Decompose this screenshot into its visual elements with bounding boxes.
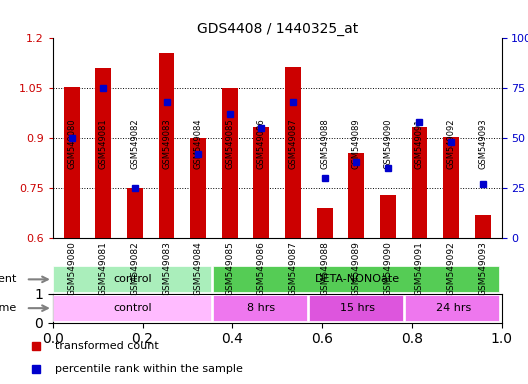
Text: GSM549082: GSM549082 — [130, 241, 139, 296]
Text: GSM549090: GSM549090 — [383, 241, 392, 296]
Text: DETA-NONOate: DETA-NONOate — [315, 274, 400, 285]
Text: GSM549092: GSM549092 — [447, 241, 456, 296]
Bar — [411, 127, 427, 238]
Text: GSM549081: GSM549081 — [99, 241, 108, 296]
Text: 8 hrs: 8 hrs — [247, 303, 275, 313]
Text: 24 hrs: 24 hrs — [436, 303, 471, 313]
FancyBboxPatch shape — [53, 295, 211, 321]
Text: GSM549088: GSM549088 — [320, 119, 329, 169]
Bar — [222, 88, 238, 238]
Text: 15 hrs: 15 hrs — [340, 303, 375, 313]
Bar — [475, 215, 491, 238]
Text: GSM549093: GSM549093 — [478, 241, 487, 296]
Text: GSM549085: GSM549085 — [225, 119, 234, 169]
Text: control: control — [114, 274, 152, 285]
Title: GDS4408 / 1440325_at: GDS4408 / 1440325_at — [196, 22, 358, 36]
Bar — [285, 67, 301, 238]
Text: GSM549083: GSM549083 — [162, 241, 171, 296]
Text: GSM549090: GSM549090 — [383, 119, 392, 169]
Text: GSM549085: GSM549085 — [225, 241, 234, 296]
Bar — [253, 127, 269, 238]
Text: GSM549091: GSM549091 — [415, 119, 424, 169]
Bar — [348, 153, 364, 238]
Text: GSM549081: GSM549081 — [99, 119, 108, 169]
Text: GSM549083: GSM549083 — [162, 119, 171, 169]
Text: GSM549084: GSM549084 — [194, 119, 203, 169]
Text: GSM549089: GSM549089 — [352, 119, 361, 169]
Bar — [190, 138, 206, 238]
Text: transformed count: transformed count — [55, 341, 158, 351]
Text: GSM549082: GSM549082 — [130, 119, 139, 169]
FancyBboxPatch shape — [53, 266, 211, 292]
Text: GSM549092: GSM549092 — [447, 119, 456, 169]
Text: control: control — [114, 303, 152, 313]
Text: GSM549080: GSM549080 — [67, 119, 76, 169]
Bar — [159, 53, 174, 238]
Text: GSM549086: GSM549086 — [257, 119, 266, 169]
Bar — [443, 137, 459, 238]
Text: GSM549086: GSM549086 — [257, 241, 266, 296]
Text: GSM549091: GSM549091 — [415, 241, 424, 296]
FancyBboxPatch shape — [406, 295, 499, 321]
Bar — [64, 87, 80, 238]
Text: agent: agent — [0, 274, 17, 285]
Text: time: time — [0, 303, 17, 313]
Text: GSM549089: GSM549089 — [352, 241, 361, 296]
Bar — [96, 68, 111, 238]
FancyBboxPatch shape — [213, 266, 499, 292]
Text: GSM549087: GSM549087 — [288, 119, 297, 169]
Bar — [127, 188, 143, 238]
Text: GSM549093: GSM549093 — [478, 119, 487, 169]
Text: GSM549080: GSM549080 — [67, 241, 76, 296]
Text: percentile rank within the sample: percentile rank within the sample — [55, 364, 243, 374]
Text: GSM549088: GSM549088 — [320, 241, 329, 296]
FancyBboxPatch shape — [213, 295, 307, 321]
FancyBboxPatch shape — [309, 295, 403, 321]
Text: GSM549084: GSM549084 — [194, 241, 203, 296]
Text: GSM549087: GSM549087 — [288, 241, 297, 296]
Bar — [380, 195, 395, 238]
Bar — [317, 208, 333, 238]
